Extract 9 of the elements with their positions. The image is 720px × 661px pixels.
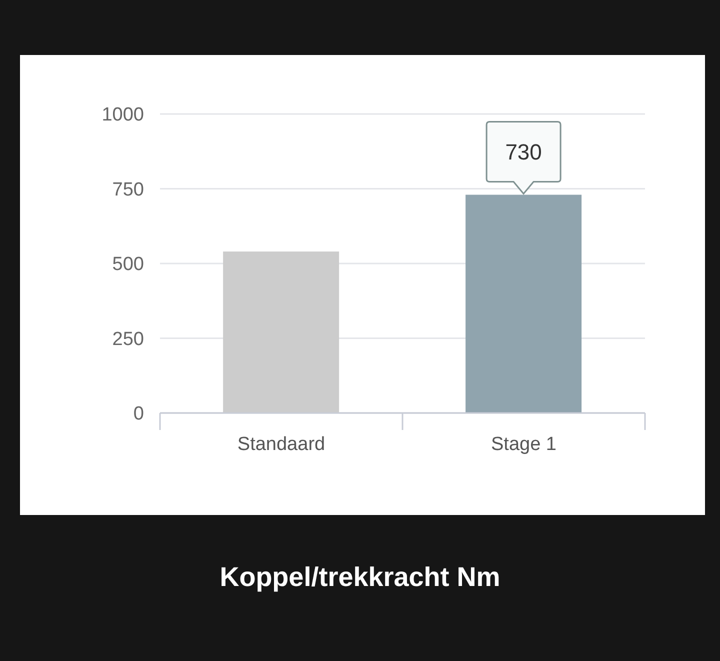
y-tick-label: 1000 xyxy=(102,104,144,126)
y-tick-label: 500 xyxy=(112,254,144,276)
text: Koppel/trekkracht Nm xyxy=(218,562,502,593)
data-label: 730 xyxy=(505,140,542,165)
x-tick-label: Stage 1 xyxy=(491,434,556,455)
y-tick-label: 250 xyxy=(112,328,144,350)
x-tick-label: Standaard xyxy=(237,434,326,455)
y-tick-label: 750 xyxy=(112,179,144,200)
y-tick-label: 0 xyxy=(133,404,144,425)
